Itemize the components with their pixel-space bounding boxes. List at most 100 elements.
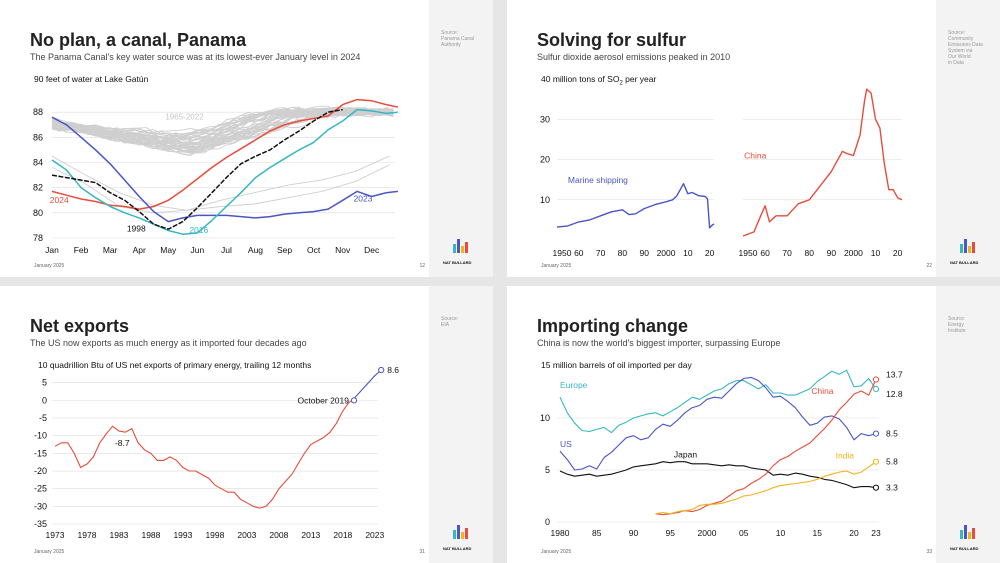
logo-text: NAT BULLARD xyxy=(950,260,979,265)
y-tick-label: 80 xyxy=(33,208,43,218)
panel-title: Solving for sulfur xyxy=(537,30,687,50)
x-tick-label: 1998 xyxy=(205,530,224,540)
date-label: January 2025 xyxy=(541,263,572,269)
panel-subtitle: China is now the world's biggest importe… xyxy=(537,338,781,348)
x-tick-label: 1988 xyxy=(141,530,160,540)
x-tick-label: 2000 xyxy=(657,248,676,258)
y-axis-label: 15 million barrels of oil imported per d… xyxy=(541,360,692,370)
y-tick-label: 82 xyxy=(33,183,43,193)
x-tick-label: 20 xyxy=(893,248,903,258)
y-axis-label-suffix: per year xyxy=(622,74,657,84)
end-marker xyxy=(872,385,880,392)
panel-net-exports: Net exports The US now exports as much e… xyxy=(0,286,493,563)
series-label: China xyxy=(811,386,833,396)
y-tick-label: 10 xyxy=(540,413,550,423)
y-axis-label: 90 feet of water at Lake Gatún xyxy=(34,74,149,84)
history-line xyxy=(51,155,390,214)
y-tick-label: 84 xyxy=(33,158,43,168)
x-tick-label: 05 xyxy=(739,528,749,538)
y-tick-label: -15 xyxy=(34,448,47,458)
end-marker xyxy=(872,376,880,383)
panel-panama: No plan, a canal, Panama The Panama Cana… xyxy=(0,0,493,277)
end-value-label: 12.8 xyxy=(886,389,903,399)
x-tick-label: Apr xyxy=(133,245,146,255)
date-label: January 2025 xyxy=(34,549,65,555)
panel-sulfur: Solving for sulfur Sulfur dioxide aeroso… xyxy=(507,0,1000,277)
x-tick-label: 1978 xyxy=(78,530,97,540)
x-tick-label: 2000 xyxy=(844,248,863,258)
series-line-us xyxy=(559,376,877,471)
x-tick-label: 10 xyxy=(871,248,881,258)
cross-label: October 2019 xyxy=(297,395,349,405)
x-tick-label: 1983 xyxy=(109,530,128,540)
logo-icon xyxy=(453,239,471,253)
sidebar: Source: Energy Institute NAT BULLARD xyxy=(936,286,1000,563)
series-line-net-exports xyxy=(54,399,355,509)
series-line-2024 xyxy=(51,98,399,210)
logo-text: NAT BULLARD xyxy=(443,546,472,551)
panel-title: Importing change xyxy=(537,316,689,336)
logo-icon xyxy=(960,239,978,253)
y-tick-label: -30 xyxy=(34,501,47,511)
logo-icon xyxy=(453,525,471,539)
source-note: Source: Community Emissions Data System … xyxy=(948,30,983,66)
x-tick-label: 2018 xyxy=(333,530,352,540)
series-line-europe xyxy=(559,369,877,434)
panel-subtitle: The US now exports as much energy as it … xyxy=(30,338,307,348)
x-tick-label: Nov xyxy=(335,245,351,255)
sidebar: Source: EIA NAT BULLARD xyxy=(429,286,493,563)
y-tick-label: 88 xyxy=(33,107,43,117)
x-tick-label: 1950 xyxy=(553,248,572,258)
x-tick-label: Jan xyxy=(45,245,59,255)
x-tick-label: 1993 xyxy=(173,530,192,540)
series-line-china xyxy=(655,379,877,516)
panel-title: Net exports xyxy=(30,316,130,336)
history-line xyxy=(51,155,390,211)
end-label: 8.6 xyxy=(387,365,399,375)
panel-title: No plan, a canal, Panama xyxy=(30,30,247,50)
series-label: China xyxy=(744,151,766,161)
page-number: 33 xyxy=(926,549,932,555)
series-line-india xyxy=(655,461,877,515)
y-tick-label: 30 xyxy=(540,114,550,124)
history-line xyxy=(51,109,394,148)
x-tick-label: Jul xyxy=(221,245,232,255)
series-label-2023: 2023 xyxy=(354,194,373,204)
panel-subtitle: The Panama Canal's key water source was … xyxy=(30,52,361,62)
series-label: Marine shipping xyxy=(568,175,628,185)
y-tick-label: 0 xyxy=(545,517,550,527)
x-tick-label: Aug xyxy=(248,245,263,255)
x-tick-label: Dec xyxy=(364,245,380,255)
y-axis-label: 40 million tons of SO2 per year xyxy=(541,74,656,87)
x-tick-label: 90 xyxy=(827,248,837,258)
end-value-label: 5.8 xyxy=(886,457,898,467)
x-tick-label: Jun xyxy=(190,245,204,255)
series-line-china xyxy=(742,88,903,237)
y-tick-label: 20 xyxy=(540,155,550,165)
y-axis-label: 10 quadrillion Btu of US net exports of … xyxy=(38,360,312,370)
sidebar: Source: Community Emissions Data System … xyxy=(936,0,1000,277)
y-tick-label: 86 xyxy=(33,132,43,142)
page-number: 12 xyxy=(419,263,425,269)
x-tick-label: 10 xyxy=(776,528,786,538)
series-label: Europe xyxy=(560,380,588,390)
x-tick-label: May xyxy=(160,245,177,255)
series-label-1998: 1998 xyxy=(127,224,146,234)
chart-net-exports: -35 -30 -25 -20 -15 -10 -5 0 5 1973 1978 1983 1988 19… xyxy=(34,365,399,540)
x-tick-label: 2023 xyxy=(365,530,384,540)
x-tick-label: Mar xyxy=(103,245,118,255)
x-tick-label: 2000 xyxy=(698,528,717,538)
chart-panama: 78 80 82 84 86 88 Jan Feb Mar Apr May Jun Jul Aug Sep O… xyxy=(33,98,399,255)
x-tick-label: 20 xyxy=(849,528,859,538)
end-value-label: 3.3 xyxy=(886,483,898,493)
series-line-marine-shipping xyxy=(556,183,715,229)
page-number: 22 xyxy=(926,263,932,269)
x-tick-label: 90 xyxy=(629,528,639,538)
y-axis-label-sub: 2 xyxy=(619,80,623,87)
series-label: US xyxy=(560,439,572,449)
panel-subtitle: Sulfur dioxide aerosol emissions peaked … xyxy=(537,52,731,62)
x-tick-label: 23 xyxy=(871,528,881,538)
x-tick-label: 15 xyxy=(812,528,822,538)
